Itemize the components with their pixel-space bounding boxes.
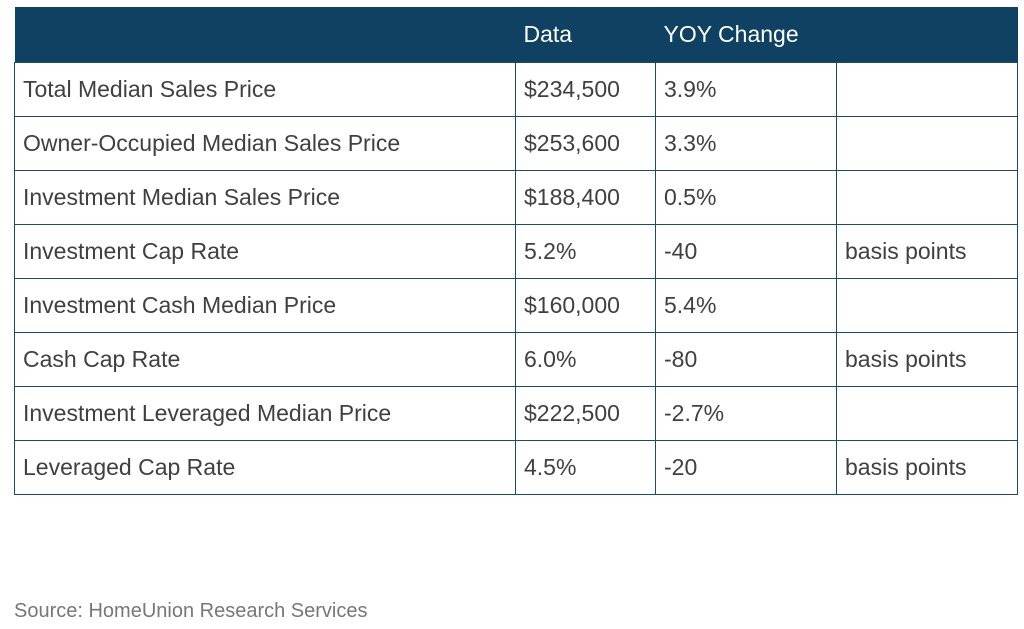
row-data-value: $160,000 xyxy=(515,277,656,333)
row-unit: basis points xyxy=(836,331,1018,387)
row-label: Investment Cap Rate xyxy=(14,223,516,279)
table-body: Total Median Sales Price $234,500 3.9% O… xyxy=(14,61,1018,495)
row-yoy-value: -80 xyxy=(655,331,837,387)
header-cell-data: Data xyxy=(515,7,656,62)
table-header: Data YOY Change xyxy=(14,7,1018,62)
row-yoy-value: 0.5% xyxy=(655,169,837,225)
source-note: Source: HomeUnion Research Services xyxy=(14,600,368,622)
row-yoy-value: -2.7% xyxy=(655,385,837,441)
table-row: Investment Leveraged Median Price $222,5… xyxy=(14,385,1018,441)
row-label: Investment Median Sales Price xyxy=(14,169,516,225)
table-row: Cash Cap Rate 6.0% -80 basis points xyxy=(14,331,1018,387)
table-row: Investment Cap Rate 5.2% -40 basis point… xyxy=(14,223,1018,279)
row-yoy-value: 3.9% xyxy=(655,61,837,117)
table-row: Investment Median Sales Price $188,400 0… xyxy=(14,169,1018,225)
row-yoy-value: -20 xyxy=(655,439,837,495)
row-label: Leveraged Cap Rate xyxy=(14,439,516,495)
row-label: Cash Cap Rate xyxy=(14,331,516,387)
row-label: Owner-Occupied Median Sales Price xyxy=(14,115,516,171)
row-yoy-value: -40 xyxy=(655,223,837,279)
row-yoy-value: 3.3% xyxy=(655,115,837,171)
table-row: Total Median Sales Price $234,500 3.9% xyxy=(14,61,1018,117)
row-data-value: $188,400 xyxy=(515,169,656,225)
row-unit xyxy=(836,169,1018,225)
table-row: Investment Cash Median Price $160,000 5.… xyxy=(14,277,1018,333)
row-data-value: $234,500 xyxy=(515,61,656,117)
table-row: Leveraged Cap Rate 4.5% -20 basis points xyxy=(14,439,1018,495)
table-row: Owner-Occupied Median Sales Price $253,6… xyxy=(14,115,1018,171)
row-label: Total Median Sales Price xyxy=(14,61,516,117)
row-label: Investment Leveraged Median Price xyxy=(14,385,516,441)
header-row: Data YOY Change xyxy=(14,7,1018,62)
row-data-value: $222,500 xyxy=(515,385,656,441)
row-data-value: 6.0% xyxy=(515,331,656,387)
data-table: Data YOY Change Total Median Sales Price… xyxy=(14,7,1018,495)
data-table-container: Data YOY Change Total Median Sales Price… xyxy=(14,7,1018,495)
row-unit xyxy=(836,61,1018,117)
row-unit: basis points xyxy=(836,439,1018,495)
header-cell-yoy: YOY Change xyxy=(655,7,837,62)
row-data-value: 5.2% xyxy=(515,223,656,279)
row-unit xyxy=(836,277,1018,333)
row-unit: basis points xyxy=(836,223,1018,279)
row-data-value: 4.5% xyxy=(515,439,656,495)
row-data-value: $253,600 xyxy=(515,115,656,171)
row-unit xyxy=(836,385,1018,441)
header-cell-label xyxy=(14,7,516,62)
row-label: Investment Cash Median Price xyxy=(14,277,516,333)
header-cell-unit xyxy=(836,7,1018,62)
row-yoy-value: 5.4% xyxy=(655,277,837,333)
row-unit xyxy=(836,115,1018,171)
